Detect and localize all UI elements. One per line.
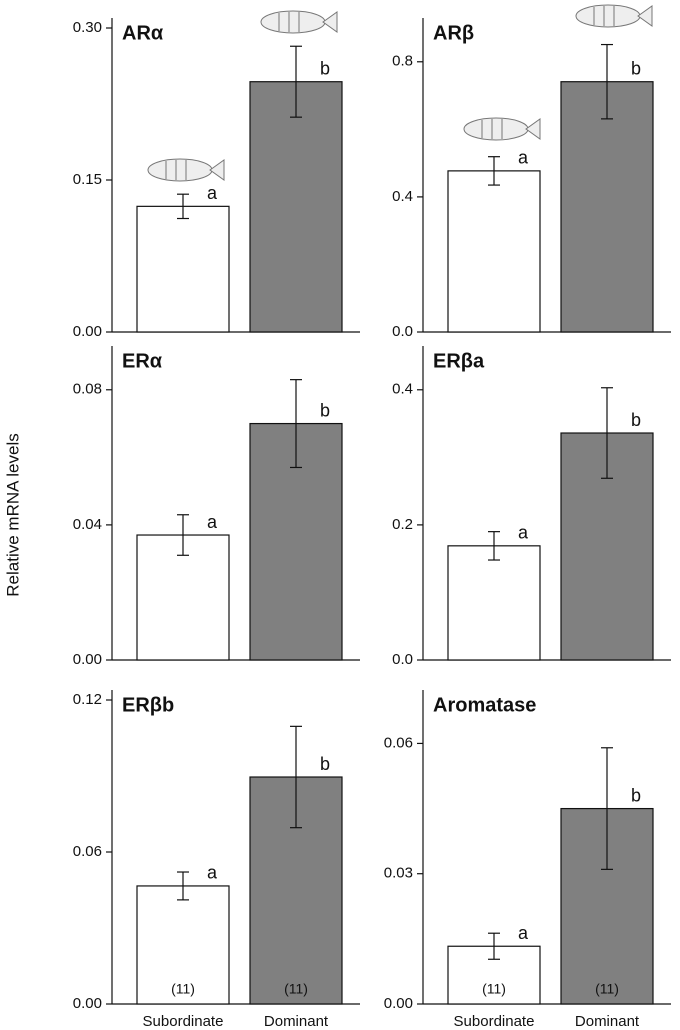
significance-letter: a — [518, 923, 529, 943]
x-tick-label: Dominant — [575, 1013, 640, 1030]
panel-title: Aromatase — [433, 694, 536, 716]
x-tick-label: Subordinate — [143, 1013, 224, 1030]
bar — [136, 205, 230, 333]
y-tick-label: 0.03 — [384, 865, 413, 882]
panel-title: ERβa — [433, 350, 485, 372]
bar — [447, 170, 541, 333]
y-tick-label: 0.06 — [73, 843, 102, 860]
y-tick-label: 0.06 — [384, 734, 413, 751]
sample-size: (11) — [482, 981, 506, 997]
panel-title: ERβb — [122, 694, 174, 716]
significance-letter: b — [320, 754, 330, 774]
significance-letter: b — [631, 58, 641, 78]
y-axis-label: Relative mRNA levels — [3, 433, 22, 596]
panel-title: ARβ — [433, 22, 474, 44]
bar — [136, 885, 230, 1005]
significance-letter: b — [631, 410, 641, 430]
fish-icons — [147, 4, 653, 182]
significance-letter: b — [320, 400, 330, 420]
y-tick-label: 0.30 — [73, 19, 102, 36]
y-tick-label: 0.0 — [392, 323, 413, 340]
y-tick-label: 0.00 — [73, 323, 102, 340]
significance-letter: a — [518, 148, 529, 168]
y-tick-label: 0.8 — [392, 53, 413, 70]
y-tick-label: 0.04 — [73, 516, 102, 533]
y-tick-label: 0.0 — [392, 651, 413, 668]
panel-title: ERα — [122, 350, 163, 372]
sample-size: (11) — [171, 981, 195, 997]
sample-size: (11) — [284, 981, 308, 997]
sample-size: (11) — [595, 981, 619, 997]
y-tick-label: 0.15 — [73, 171, 102, 188]
significance-letter: a — [518, 523, 529, 543]
panel-title: ARα — [122, 22, 164, 44]
y-tick-label: 0.08 — [73, 381, 102, 398]
bar — [560, 81, 654, 333]
significance-letter: b — [320, 58, 330, 78]
significance-letter: a — [207, 183, 218, 203]
y-tick-label: 0.00 — [384, 995, 413, 1012]
x-tick-label: Subordinate — [454, 1013, 535, 1030]
y-tick-label: 0.00 — [73, 995, 102, 1012]
y-tick-label: 0.2 — [392, 516, 413, 533]
x-tick-label: Dominant — [264, 1013, 329, 1030]
significance-letter: b — [631, 785, 641, 805]
y-tick-label: 0.4 — [392, 381, 413, 398]
bar — [249, 81, 343, 333]
y-tick-label: 0.00 — [73, 651, 102, 668]
bar — [447, 545, 541, 661]
y-tick-label: 0.12 — [73, 691, 102, 708]
significance-letter: a — [207, 863, 218, 883]
significance-letter: a — [207, 512, 218, 532]
y-tick-label: 0.4 — [392, 188, 413, 205]
